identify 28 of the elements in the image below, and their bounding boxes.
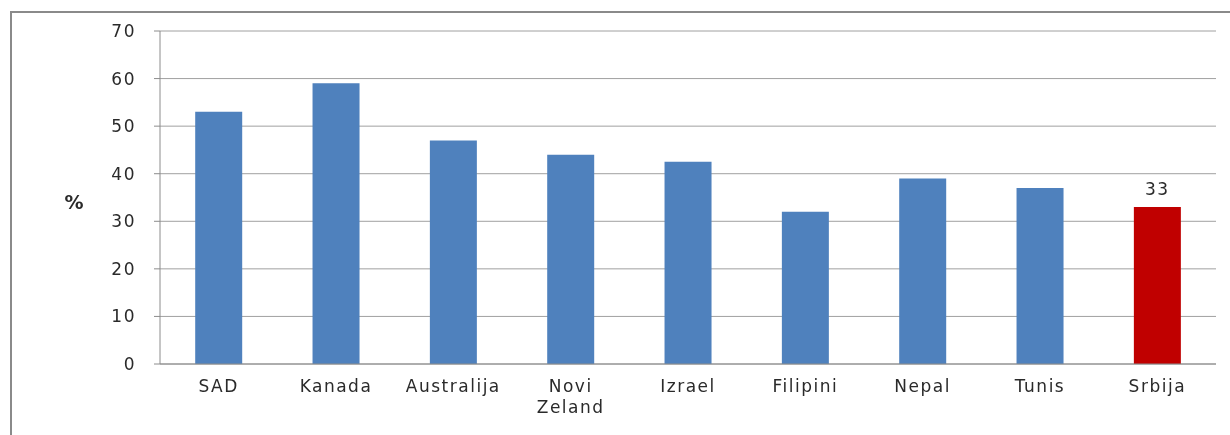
y-tick-label: 70 xyxy=(111,21,136,42)
y-tick-label: 30 xyxy=(111,211,136,232)
x-tick-label: SAD xyxy=(198,376,239,396)
y-tick-label: 50 xyxy=(111,116,136,137)
x-tick-label: Srbija xyxy=(1128,376,1187,396)
x-tick-label: Filipini xyxy=(772,376,839,396)
x-tick-label: Kanada xyxy=(299,376,373,396)
x-tick-label: Nepal xyxy=(894,376,951,396)
bar xyxy=(899,178,947,364)
y-tick-label: 40 xyxy=(111,163,136,184)
x-tick-label: Novi Zeland xyxy=(536,376,605,417)
y-tick-label: 60 xyxy=(111,68,136,89)
bar xyxy=(664,161,712,364)
bar xyxy=(195,111,243,364)
bar xyxy=(1133,207,1181,364)
bar xyxy=(547,154,595,364)
x-tick-label: Tunis xyxy=(1013,376,1066,396)
bar xyxy=(429,140,477,364)
x-tick-label: Australija xyxy=(405,376,501,396)
y-tick-label: 20 xyxy=(111,258,136,279)
x-tick-label: Izrael xyxy=(660,376,716,396)
y-tick-label: 10 xyxy=(111,306,136,327)
y-axis-title: % xyxy=(64,190,84,213)
bar xyxy=(1016,187,1064,364)
bar xyxy=(781,211,829,364)
y-tick-label: 0 xyxy=(123,354,136,375)
bar xyxy=(312,83,360,364)
data-label: 33 xyxy=(1145,179,1170,200)
